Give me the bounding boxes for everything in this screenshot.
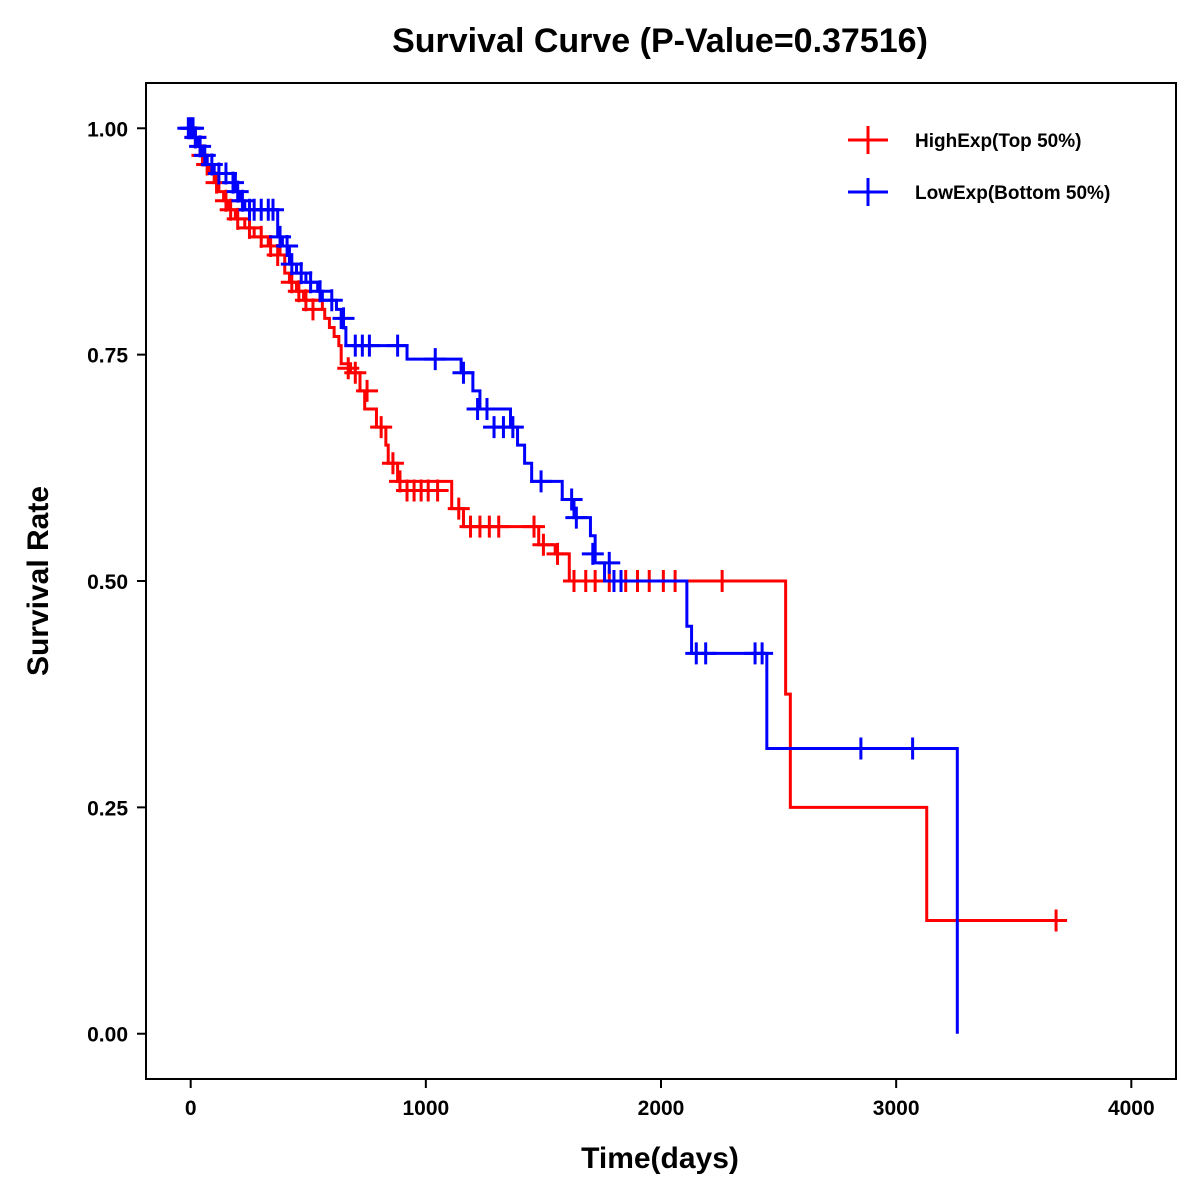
- censor-mark: [320, 289, 343, 312]
- censor-mark: [226, 207, 249, 230]
- censor-mark: [560, 488, 583, 511]
- chart-title: Survival Curve (P-Value=0.37516): [392, 22, 928, 60]
- censor-mark: [711, 570, 734, 592]
- series-0: [184, 126, 1068, 932]
- x-tick-label: 2000: [638, 1097, 685, 1120]
- y-tick-label: 0.00: [87, 1024, 128, 1047]
- y-axis-title: Survival Rate: [22, 486, 55, 676]
- censor-mark: [222, 171, 245, 194]
- censor-mark: [301, 298, 324, 321]
- censor-mark: [261, 198, 284, 221]
- censor-mark: [370, 416, 393, 439]
- censor-mark: [523, 515, 546, 538]
- censor-mark: [344, 361, 367, 384]
- censor-mark: [546, 542, 569, 565]
- censor-mark: [280, 253, 303, 276]
- censor-mark: [381, 452, 404, 475]
- y-tick-label: 0.25: [87, 797, 128, 820]
- legend-key: [848, 178, 888, 206]
- x-axis-title: Time(days): [581, 1142, 739, 1175]
- censor-mark: [358, 334, 381, 357]
- censor-mark: [452, 361, 475, 384]
- censor-mark: [447, 497, 470, 520]
- series-1: [177, 117, 959, 1034]
- x-tick-label: 0: [185, 1097, 197, 1120]
- censor-mark: [276, 234, 299, 257]
- censor-mark: [184, 126, 207, 149]
- censor-mark: [1045, 909, 1068, 932]
- censor-mark: [189, 135, 212, 158]
- censor-mark: [751, 642, 774, 665]
- censor-mark: [266, 244, 289, 267]
- series-layer: [177, 117, 1068, 1034]
- censor-mark: [565, 506, 588, 529]
- legend-label: HighExp(Top 50%): [915, 131, 1081, 152]
- censor-mark: [530, 470, 553, 493]
- censor-mark: [309, 280, 332, 303]
- censor-mark: [610, 570, 633, 592]
- y-tick-label: 0.50: [87, 571, 128, 594]
- x-tick-label: 3000: [873, 1097, 920, 1120]
- censor-mark: [426, 479, 449, 502]
- censor-mark: [332, 307, 355, 330]
- censor-mark: [532, 533, 555, 556]
- censor-mark: [299, 271, 322, 294]
- censor-mark: [356, 379, 379, 402]
- censor-mark: [226, 180, 249, 203]
- x-tick-label: 1000: [402, 1097, 449, 1120]
- censor-mark: [598, 551, 621, 574]
- legend: HighExp(Top 50%) LowExp(Bottom 50%): [848, 126, 1110, 206]
- survival-step-line: [190, 126, 1066, 923]
- censor-mark: [694, 642, 717, 665]
- censor-mark: [290, 262, 313, 285]
- censor-mark: [424, 348, 447, 371]
- censor-mark: [250, 225, 273, 248]
- axis-ticks: 0 1000 2000 3000 4000 0.00 0.25 0.50 0.75 1.00: [87, 118, 1155, 1120]
- censor-mark: [901, 737, 924, 760]
- censor-mark: [581, 542, 604, 565]
- legend-key: [848, 126, 888, 154]
- censor-mark: [182, 117, 205, 140]
- y-tick-label: 0.75: [87, 345, 128, 368]
- x-tick-label: 4000: [1108, 1097, 1155, 1120]
- censor-mark: [475, 397, 498, 420]
- survival-step-line: [190, 126, 959, 1034]
- censor-mark: [386, 334, 409, 357]
- y-tick-label: 1.00: [87, 118, 128, 141]
- censor-mark: [501, 416, 524, 439]
- legend-label: LowExp(Bottom 50%): [915, 183, 1110, 204]
- censor-mark: [849, 737, 872, 760]
- censor-mark: [487, 515, 510, 538]
